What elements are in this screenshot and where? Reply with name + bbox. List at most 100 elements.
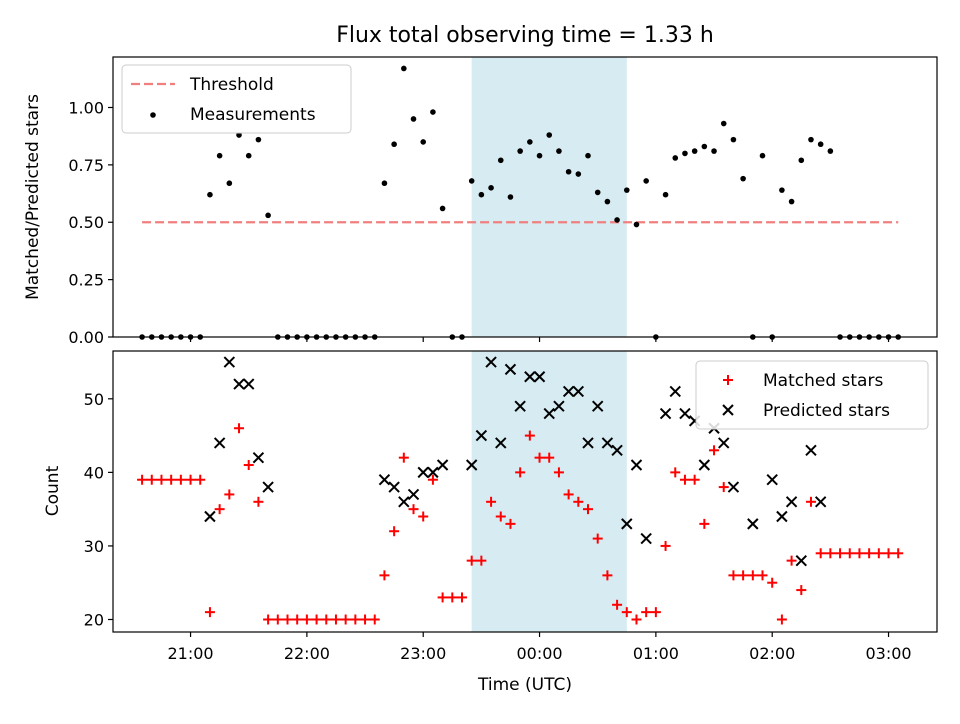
bottom-ytick-label: 40	[84, 463, 104, 482]
chart-title: Flux total observing time = 1.33 h	[336, 23, 714, 48]
matched-point	[224, 489, 235, 500]
measurement-point	[604, 198, 611, 205]
predicted-point	[407, 488, 420, 501]
predicted-point	[621, 518, 633, 530]
cross-b	[398, 496, 410, 508]
predicted-point	[814, 496, 827, 508]
matched-point	[592, 533, 603, 544]
measurement-point	[497, 157, 504, 164]
matched-point	[379, 570, 390, 581]
measurement-point	[245, 152, 252, 159]
matched-point	[253, 496, 264, 507]
matched-point	[408, 504, 419, 515]
matched-point	[175, 474, 186, 485]
matched-point	[699, 518, 710, 529]
matched-point	[815, 548, 826, 559]
legend-matched-label: Matched stars	[763, 371, 883, 391]
measurement-point	[682, 150, 688, 157]
top-axes-frame	[112, 56, 938, 338]
matched-point	[214, 504, 225, 515]
measurement-point	[468, 178, 475, 184]
predicted-point	[785, 496, 798, 508]
matched-point	[573, 496, 584, 507]
predicted-point	[436, 459, 449, 471]
matched-point	[718, 482, 729, 493]
bottom-points-layer	[137, 356, 904, 625]
matched-point	[311, 614, 322, 625]
matched-point	[563, 489, 574, 500]
measurement-point	[720, 120, 727, 127]
matched-point	[418, 511, 429, 522]
matched-point	[883, 548, 894, 559]
matched-point	[437, 592, 448, 603]
matched-point	[660, 540, 671, 551]
measurement-point	[381, 180, 388, 187]
matched-point	[185, 474, 196, 485]
bottom-ytick-label: 20	[84, 610, 104, 629]
cross-b	[718, 437, 730, 449]
measurement-point	[207, 191, 213, 198]
top-ytick-label: 0.00	[68, 328, 104, 347]
legend-threshold-label: Threshold	[189, 75, 274, 95]
bottom-yticks: 20 30 40 50	[84, 390, 113, 629]
predicted-point	[262, 481, 274, 493]
matched-point	[738, 570, 749, 581]
matched-point	[292, 614, 303, 625]
matched-point	[243, 460, 254, 471]
cross-b	[582, 437, 594, 449]
predicted-point	[727, 481, 740, 493]
matched-point	[757, 570, 768, 581]
measurement-point	[623, 187, 630, 193]
top-ylabel: Matched/Predicted stars	[23, 94, 43, 300]
cross-b	[601, 437, 614, 449]
matched-point	[612, 599, 623, 610]
predicted-point	[233, 378, 245, 390]
measurement-point	[788, 198, 795, 205]
bottom-xticks: 21:00 22:00 23:00 00:00 01:00 02:00 03:00	[167, 632, 912, 663]
matched-point	[641, 607, 652, 618]
top-ytick-label: 1.00	[68, 98, 104, 117]
predicted-point	[243, 378, 255, 390]
predicted-point	[475, 429, 488, 442]
matched-point	[854, 548, 865, 559]
matched-point	[166, 474, 177, 485]
measurement-point	[691, 148, 698, 154]
bottom-shade-band	[471, 351, 627, 632]
matched-point	[864, 548, 875, 559]
matched-point	[282, 614, 293, 625]
cross-b	[795, 554, 807, 567]
cross-b	[814, 496, 827, 508]
matched-point	[786, 555, 797, 566]
measurement-point	[410, 116, 417, 122]
top-shade-band	[471, 57, 627, 337]
predicted-point	[533, 371, 546, 383]
cross-b	[223, 356, 236, 368]
measurement-point	[779, 187, 785, 193]
cross-b	[669, 385, 681, 398]
cross-b	[533, 371, 546, 383]
matched-point	[204, 607, 215, 618]
predicted-point	[805, 444, 817, 457]
legend-predicted-swatch	[722, 404, 734, 416]
measurement-point	[575, 171, 582, 177]
predicted-point	[388, 481, 400, 493]
matched-point	[776, 614, 787, 625]
predicted-point	[601, 437, 614, 449]
predicted-point	[795, 554, 807, 567]
predicted-point	[514, 400, 526, 412]
cross-b	[388, 481, 400, 493]
matched-point	[427, 474, 438, 485]
cross-b	[427, 466, 439, 479]
matched-point	[321, 614, 332, 625]
cross-b	[727, 481, 740, 493]
cross-b	[640, 532, 652, 545]
matched-point	[137, 474, 148, 485]
cross-b	[572, 385, 585, 398]
xtick-label: 02:00	[749, 644, 795, 663]
cross-b	[611, 444, 623, 457]
measurement-point	[614, 217, 620, 223]
predicted-point	[562, 385, 575, 398]
cross-b	[436, 459, 449, 471]
cross-b	[562, 385, 575, 398]
bottom-legend: Matched stars Predicted stars	[695, 360, 929, 430]
